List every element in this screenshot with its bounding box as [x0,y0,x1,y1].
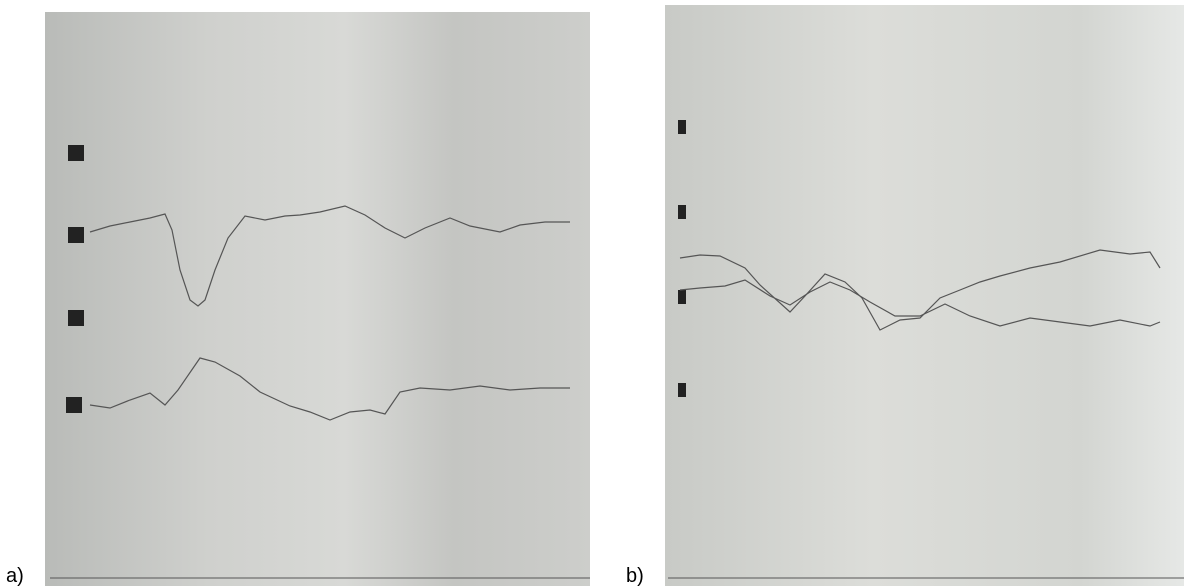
photo-background [665,5,1184,586]
panel-label: a) [6,565,24,586]
panel-label: b) [626,565,644,586]
panel-a: a) [6,12,590,586]
panel-b: b) [626,5,1184,586]
waveform [89,205,570,307]
markers [678,120,686,397]
markers [66,145,84,413]
photo-background [45,12,590,586]
waveform [679,279,1161,327]
waveform [679,249,1161,331]
waveform [89,357,570,421]
